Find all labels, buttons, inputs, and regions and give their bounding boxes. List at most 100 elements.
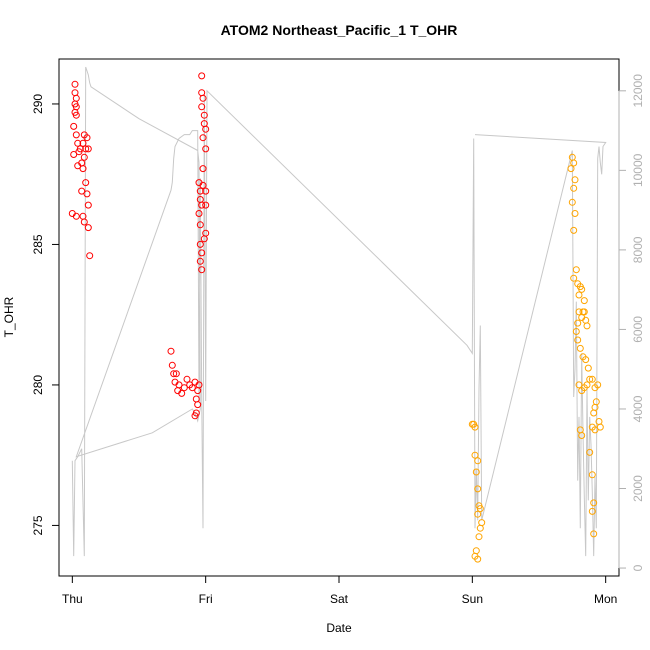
data-point-s1-48 [575,381,583,389]
x-tick-label-1: Fri [199,592,213,606]
data-point-s1-63 [590,499,598,507]
data-point-s0-48 [194,401,202,409]
data-point-s1-25 [570,274,578,282]
data-point-s0-54 [198,103,206,111]
data-point-s1-59 [576,426,584,434]
data-point-s1-18 [567,165,575,173]
data-point-s1-21 [568,198,576,206]
x-tick-label-4: Mon [594,592,617,606]
y-tick-label-3: 290 [31,94,45,114]
data-point-s0-47 [192,395,200,403]
data-point-s1-39 [574,336,582,344]
data-point-s1-30 [580,297,588,305]
data-point-s0-23 [83,190,91,198]
x-axis-label: Date [326,621,352,635]
data-point-s1-12 [474,510,482,518]
data-point-s0-21 [79,165,87,173]
data-point-s1-60 [578,432,586,439]
data-point-s0-59 [202,145,210,153]
data-point-s1-9 [478,519,486,527]
data-point-s0-62 [196,187,204,195]
data-point-s1-40 [576,344,584,352]
series-line-0 [71,66,607,557]
data-point-s1-44 [586,375,594,383]
data-point-s0-52 [198,89,206,97]
data-point-s0-31 [86,252,94,260]
data-point-s0-29 [80,218,88,226]
data-point-s1-35 [583,322,591,330]
data-point-s1-38 [572,328,580,335]
data-point-s1-49 [588,375,596,383]
data-point-s0-14 [75,148,83,156]
data-point-s0-30 [84,224,92,232]
secondary-y-axis: 0 2000 4000 6000 8000 10000 12000 [618,74,645,571]
data-point-s0-19 [84,145,92,153]
data-point-s1-19 [571,176,579,184]
data-point-s0-22 [82,179,90,187]
data-point-s0-25 [78,187,86,195]
data-point-s0-55 [200,111,208,119]
data-point-s0-18 [83,134,91,142]
data-point-s1-51 [594,381,602,389]
data-point-s0-60 [199,165,207,173]
data-point-s1-56 [591,426,599,434]
data-point-s0-58 [199,134,207,142]
data-point-s0-39 [178,389,186,397]
data-point-s0-65 [195,210,203,217]
data-point-s1-43 [584,364,592,372]
chart-title: ATOM2 Northeast_Pacific_1 T_OHR [221,22,458,38]
data-point-s0-68 [200,235,208,243]
plot-frame [58,58,620,577]
y-axis: 275 280 285 290 [31,94,60,535]
y-tick-label-2: 285 [31,234,45,254]
y2-tick-label-5: 10000 [631,153,645,187]
data-point-s1-62 [588,471,596,479]
data-point-s0-7 [70,122,78,130]
y2-tick-label-1: 2000 [631,475,645,502]
data-point-s0-11 [70,151,78,158]
data-point-s0-72 [198,266,206,274]
data-point-s1-10 [476,524,484,532]
data-point-s0-69 [196,240,204,248]
data-point-s0-34 [170,370,178,378]
data-point-s0-57 [202,125,210,133]
data-point-s1-15 [474,555,482,563]
data-point-s0-64 [198,201,206,209]
data-point-s0-28 [72,212,80,220]
data-point-s1-4 [474,457,482,465]
y2-tick-label-6: 12000 [631,74,645,108]
data-point-s0-33 [168,361,176,369]
data-point-s1-42 [582,356,590,364]
y2-tick-label-3: 6000 [631,316,645,343]
data-point-s1-47 [578,387,586,395]
data-point-s0-40 [180,384,188,392]
data-point-s1-65 [590,530,598,538]
secondary-line-layer [71,66,607,557]
data-point-s1-20 [570,184,578,192]
data-point-s1-34 [580,308,588,316]
data-point-s0-9 [74,139,82,147]
data-point-s0-43 [188,384,196,392]
data-point-s1-29 [578,285,586,293]
data-point-s0-53 [199,94,207,102]
data-point-s0-20 [80,153,88,161]
data-point-s0-15 [79,139,87,147]
data-point-s1-37 [574,319,582,327]
data-point-s0-70 [198,249,206,257]
data-point-s1-36 [575,308,583,316]
data-point-s1-58 [596,423,604,431]
data-point-s1-24 [572,266,580,274]
y-tick-label-0: 275 [31,515,45,535]
y2-tick-label-4: 8000 [631,236,645,263]
data-point-s1-17 [570,159,578,167]
data-point-s1-2 [471,423,479,431]
x-tick-label-2: Sat [330,592,349,606]
data-point-s1-22 [571,210,579,217]
data-point-s0-66 [196,221,204,229]
data-point-s0-51 [198,72,206,80]
data-point-s1-11 [475,533,483,541]
data-point-s0-0 [71,80,79,88]
data-point-s0-35 [172,370,180,378]
data-point-s1-23 [570,226,578,234]
